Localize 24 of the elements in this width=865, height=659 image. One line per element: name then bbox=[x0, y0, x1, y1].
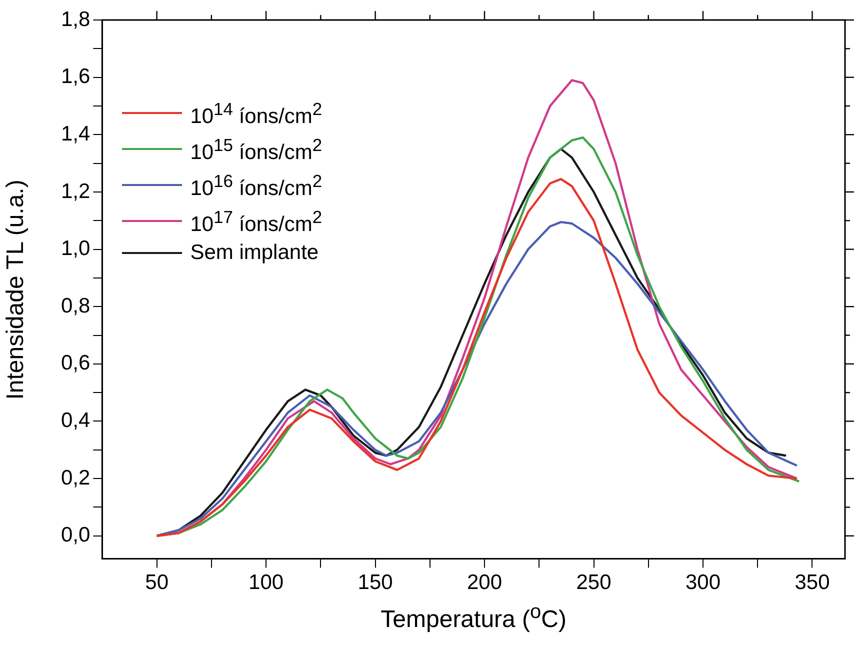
y-tick-label: 1,0 bbox=[60, 237, 90, 260]
y-tick-label: 1,8 bbox=[60, 8, 90, 31]
legend-label: 10$^{17}$ íons/cm$^{2}$ bbox=[190, 206, 322, 238]
x-tick-label: 50 bbox=[145, 571, 168, 594]
x-tick-label: 150 bbox=[358, 571, 393, 594]
y-tick-label: 1,4 bbox=[60, 122, 91, 146]
y-tick-label: 0,0 bbox=[60, 524, 90, 547]
x-axis-title: Temperatura ($^{o}$C) bbox=[380, 600, 568, 634]
y-tick-label: 0,4 bbox=[60, 409, 91, 432]
x-tick-label: 250 bbox=[576, 571, 612, 594]
y-tick-label: 0,8 bbox=[60, 294, 90, 318]
y-tick-label: 0,2 bbox=[60, 466, 90, 490]
legend-label: 10$^{16}$ íons/cm$^{2}$ bbox=[190, 170, 322, 202]
y-axis-title: Intensidade TL (u.a.) bbox=[2, 178, 30, 402]
x-tick-label: 350 bbox=[794, 571, 830, 594]
legend-label: Sem implante bbox=[190, 240, 319, 266]
x-tick-label: 300 bbox=[685, 571, 721, 594]
x-tick-label: 100 bbox=[248, 571, 284, 594]
legend-label: 10$^{14}$ íons/cm$^{2}$ bbox=[190, 98, 322, 130]
x-tick-label: 200 bbox=[466, 571, 502, 594]
y-tick-label: 0,6 bbox=[60, 352, 90, 375]
legend-label: 10$^{15}$ íons/cm$^{2}$ bbox=[190, 134, 322, 166]
y-tick-label: 1,2 bbox=[60, 180, 90, 203]
y-tick-label: 1,6 bbox=[60, 65, 90, 88]
